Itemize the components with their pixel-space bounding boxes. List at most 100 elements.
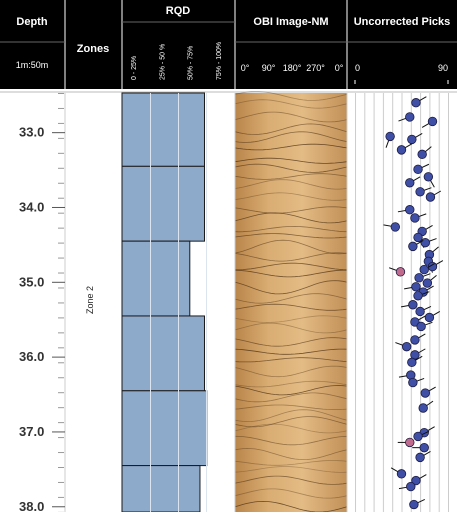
pick bbox=[422, 278, 433, 288]
picks-tick-label: 0 bbox=[355, 63, 360, 73]
pick bbox=[396, 469, 407, 479]
fracture-trace bbox=[234, 337, 348, 347]
rqd-bar bbox=[121, 390, 208, 467]
pick bbox=[418, 403, 428, 413]
fracture-trace bbox=[234, 179, 348, 190]
pick bbox=[385, 131, 395, 142]
depth-tick-label: 33.0 bbox=[19, 125, 44, 140]
pick bbox=[413, 232, 423, 243]
header-dividers bbox=[64, 0, 348, 89]
image-azimuth-label: 270° bbox=[306, 63, 325, 73]
fracture-trace bbox=[234, 252, 348, 262]
pick bbox=[423, 172, 434, 182]
fracture-trace bbox=[234, 157, 348, 164]
fracture-trace bbox=[234, 416, 348, 428]
rqd-bar bbox=[121, 465, 201, 513]
fracture-trace bbox=[234, 315, 348, 323]
rqd-class-label: 25% - 50 % bbox=[159, 44, 166, 80]
pick bbox=[415, 452, 425, 463]
pick bbox=[420, 237, 430, 248]
pick bbox=[396, 145, 407, 155]
header-rules bbox=[0, 21, 457, 43]
pick bbox=[411, 475, 421, 486]
pick bbox=[415, 187, 425, 197]
pick bbox=[408, 377, 418, 388]
depth-scale: 1m:50m bbox=[16, 60, 49, 70]
fracture-trace bbox=[234, 385, 348, 396]
fracture-trace bbox=[234, 460, 348, 466]
core-image bbox=[235, 93, 347, 512]
pick bbox=[408, 300, 418, 310]
rqd-class-lines bbox=[150, 93, 207, 512]
pick bbox=[395, 267, 406, 277]
pick bbox=[417, 149, 427, 160]
pick bbox=[420, 388, 430, 398]
rqd-bar bbox=[121, 315, 205, 392]
fracture-trace bbox=[234, 206, 348, 214]
pick bbox=[415, 306, 425, 317]
image-fractures bbox=[234, 91, 348, 513]
pick bbox=[390, 222, 401, 232]
header-band bbox=[0, 0, 457, 89]
pick bbox=[411, 98, 421, 108]
rqd-class-label: 75% - 100% bbox=[216, 42, 223, 80]
fracture-trace bbox=[234, 192, 348, 201]
fracture-trace bbox=[234, 380, 348, 388]
pick bbox=[408, 241, 418, 252]
pick bbox=[413, 431, 423, 442]
fracture-trace bbox=[234, 475, 348, 485]
fracture-trace bbox=[234, 392, 348, 403]
pick bbox=[405, 205, 415, 215]
pick bbox=[401, 341, 412, 352]
fracture-trace bbox=[234, 212, 348, 224]
fracture-trace bbox=[234, 239, 348, 255]
fracture-trace bbox=[235, 262, 348, 271]
fracture-trace bbox=[234, 409, 348, 423]
rqd-title: RQD bbox=[166, 5, 191, 17]
fracture-trace bbox=[234, 466, 348, 473]
pick bbox=[419, 264, 429, 275]
image-azimuth-label: 0° bbox=[335, 63, 344, 73]
pick bbox=[406, 481, 416, 492]
pick bbox=[413, 291, 423, 301]
pick bbox=[427, 116, 438, 127]
fracture-trace bbox=[234, 225, 348, 233]
fracture-trace bbox=[234, 404, 348, 410]
dynamic-layer: 0 - 25% 25% - 50 % 50% - 75% 75% - 100% 0° 90… bbox=[19, 42, 449, 514]
fracture-trace bbox=[234, 365, 348, 378]
fracture-trace bbox=[234, 143, 348, 151]
fracture-trace bbox=[234, 423, 348, 434]
fracture-trace bbox=[234, 163, 348, 173]
pick bbox=[405, 437, 415, 448]
pick bbox=[419, 442, 429, 453]
rqd-class-label: 50% - 75% bbox=[188, 46, 195, 80]
zones-title: Zones bbox=[77, 43, 109, 55]
fracture-trace bbox=[234, 123, 348, 135]
fracture-trace bbox=[234, 91, 348, 101]
rqd-bar bbox=[121, 165, 205, 242]
image-azimuth-label: 180° bbox=[283, 63, 302, 73]
picks-grid bbox=[355, 93, 449, 512]
depth-tick-label: 35.0 bbox=[19, 274, 44, 289]
pick bbox=[416, 321, 426, 332]
pick bbox=[425, 192, 436, 202]
pick bbox=[424, 312, 435, 323]
fracture-trace bbox=[234, 269, 347, 278]
pick bbox=[410, 335, 420, 345]
fracture-trace bbox=[234, 322, 348, 334]
pick bbox=[411, 282, 421, 292]
pick bbox=[405, 178, 415, 188]
fracture-trace bbox=[234, 357, 348, 363]
pick bbox=[414, 273, 424, 283]
fracture-trace bbox=[234, 293, 348, 304]
depth-tick-label: 38.0 bbox=[19, 499, 44, 512]
fracture-trace bbox=[234, 303, 348, 311]
depth-tick-label: 36.0 bbox=[19, 349, 44, 364]
pick bbox=[410, 213, 420, 223]
depth-tick-label: 34.0 bbox=[19, 199, 44, 214]
rqd-bar bbox=[121, 240, 191, 317]
fracture-trace bbox=[234, 99, 348, 109]
rqd-bar bbox=[121, 92, 205, 167]
pick bbox=[405, 112, 415, 122]
